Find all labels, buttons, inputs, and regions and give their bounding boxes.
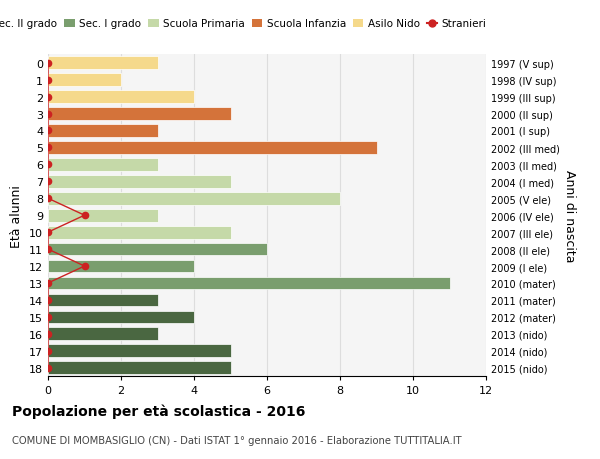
Bar bbox=[48, 345, 230, 358]
Bar bbox=[48, 57, 157, 70]
Bar bbox=[48, 159, 157, 171]
Y-axis label: Età alunni: Età alunni bbox=[10, 185, 23, 247]
Legend: Sec. II grado, Sec. I grado, Scuola Primaria, Scuola Infanzia, Asilo Nido, Stran: Sec. II grado, Sec. I grado, Scuola Prim… bbox=[0, 15, 491, 34]
Bar bbox=[48, 362, 230, 374]
Bar bbox=[48, 125, 157, 138]
Y-axis label: Anni di nascita: Anni di nascita bbox=[563, 169, 577, 262]
Bar bbox=[48, 74, 121, 87]
Text: Popolazione per età scolastica - 2016: Popolazione per età scolastica - 2016 bbox=[12, 404, 305, 419]
Bar bbox=[48, 108, 230, 121]
Bar bbox=[48, 209, 157, 222]
Bar bbox=[48, 277, 449, 290]
Bar bbox=[48, 142, 377, 154]
Bar bbox=[48, 260, 194, 273]
Bar bbox=[48, 91, 194, 104]
Bar bbox=[48, 294, 157, 307]
Bar bbox=[48, 175, 230, 188]
Bar bbox=[48, 192, 340, 205]
Bar bbox=[48, 328, 157, 341]
Bar bbox=[48, 243, 267, 256]
Bar bbox=[48, 226, 230, 239]
Bar bbox=[48, 311, 194, 324]
Text: COMUNE DI MOMBASIGLIO (CN) - Dati ISTAT 1° gennaio 2016 - Elaborazione TUTTITALI: COMUNE DI MOMBASIGLIO (CN) - Dati ISTAT … bbox=[12, 435, 461, 445]
